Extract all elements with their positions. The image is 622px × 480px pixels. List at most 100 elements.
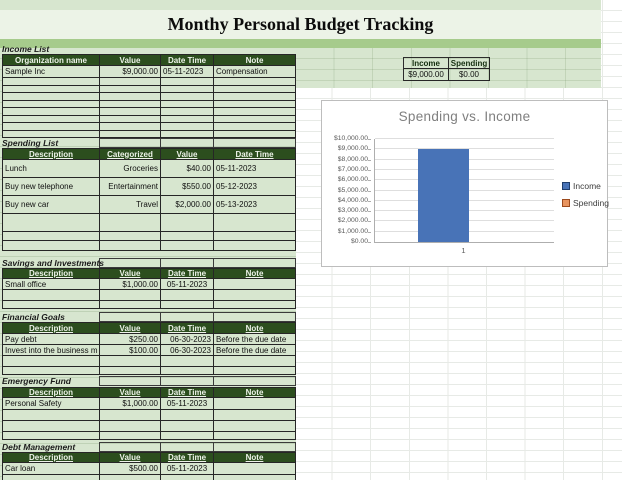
cell[interactable] [100, 290, 161, 301]
cell[interactable] [161, 130, 214, 138]
cell[interactable]: Lunch [3, 160, 100, 178]
cell[interactable] [3, 85, 100, 93]
spending-vs-income-chart[interactable]: Spending vs. Income $0.00 $1,000.00 $2,000… [321, 100, 609, 267]
cell[interactable] [214, 301, 296, 309]
cell[interactable]: 05-11-2023 [161, 279, 214, 290]
cell[interactable] [3, 367, 100, 375]
cell[interactable] [3, 356, 100, 367]
col-header[interactable]: Date Time [161, 323, 214, 334]
cell[interactable] [214, 241, 296, 251]
cell[interactable] [214, 421, 296, 432]
green-divider-band[interactable] [0, 39, 601, 48]
cell[interactable]: 06-30-2023 [161, 334, 214, 345]
col-header[interactable]: Note [214, 55, 296, 66]
cell[interactable] [3, 290, 100, 301]
cell[interactable] [214, 367, 296, 375]
cell[interactable] [214, 214, 296, 232]
cell[interactable] [100, 139, 161, 148]
cell[interactable] [3, 232, 100, 241]
income-bar[interactable] [418, 149, 469, 242]
col-header[interactable]: Description [3, 388, 100, 398]
section-label-savings[interactable]: Savings and Investments [2, 258, 105, 268]
cell[interactable] [214, 398, 296, 410]
summary-value[interactable]: $0.00 [449, 69, 490, 81]
cell[interactable] [161, 377, 214, 386]
cell[interactable] [3, 93, 100, 101]
cell[interactable] [100, 410, 161, 421]
cell[interactable] [100, 301, 161, 309]
cell[interactable]: $2,000.00 [161, 196, 214, 214]
cell[interactable]: Small office [3, 279, 100, 290]
cell[interactable]: Personal Safety [3, 398, 100, 410]
cell[interactable] [161, 123, 214, 131]
cell[interactable] [3, 410, 100, 421]
cell[interactable] [214, 463, 296, 475]
cell[interactable]: Car loan [3, 463, 100, 475]
col-header[interactable]: Categorized [100, 149, 161, 160]
cell[interactable]: $9,000.00 [100, 66, 161, 78]
cell[interactable] [100, 259, 161, 268]
cell[interactable] [214, 443, 296, 452]
cell[interactable]: 05-11-2023 [214, 160, 296, 178]
cell[interactable] [100, 313, 161, 322]
cell[interactable] [214, 93, 296, 101]
cell[interactable]: Buy new car [3, 196, 100, 214]
cell[interactable]: $550.00 [161, 178, 214, 196]
cell[interactable]: Pay debt [3, 334, 100, 345]
cell[interactable] [100, 241, 161, 251]
cell[interactable] [3, 115, 100, 123]
cell[interactable] [100, 123, 161, 131]
cell[interactable]: Travel [100, 196, 161, 214]
cell[interactable] [3, 100, 100, 108]
cell[interactable]: 05-11-2023 [161, 66, 214, 78]
col-header[interactable]: Description [3, 149, 100, 160]
cell[interactable] [3, 301, 100, 309]
summary-value[interactable]: $9,000.00 [404, 69, 449, 81]
cell[interactable] [161, 443, 214, 452]
cell[interactable] [214, 100, 296, 108]
cell[interactable] [100, 108, 161, 116]
section-label-income[interactable]: Income List [2, 44, 50, 54]
cell[interactable] [214, 432, 296, 440]
col-header[interactable]: Value [161, 149, 214, 160]
cell[interactable] [214, 356, 296, 367]
cell[interactable] [214, 232, 296, 241]
col-header[interactable]: Value [100, 55, 161, 66]
cell[interactable]: Compensation [214, 66, 296, 78]
cell[interactable] [3, 475, 100, 480]
cell[interactable]: 06-30-2023 [161, 345, 214, 356]
cell[interactable] [214, 290, 296, 301]
cell[interactable]: Invest into the business m [3, 345, 100, 356]
cell[interactable] [161, 421, 214, 432]
cell[interactable] [161, 78, 214, 86]
cell[interactable] [3, 241, 100, 251]
cell[interactable] [214, 115, 296, 123]
col-header[interactable]: Description [3, 453, 100, 463]
cell[interactable] [100, 85, 161, 93]
cell[interactable] [161, 214, 214, 232]
cell[interactable] [100, 93, 161, 101]
cell[interactable] [214, 85, 296, 93]
col-header[interactable]: Value [100, 323, 161, 334]
cell[interactable] [161, 301, 214, 309]
summary-header[interactable]: Income [404, 58, 449, 69]
cell[interactable] [214, 410, 296, 421]
cell[interactable] [161, 241, 214, 251]
col-header[interactable]: Note [214, 323, 296, 334]
cell[interactable]: 05-11-2023 [161, 463, 214, 475]
col-header[interactable]: Description [3, 269, 100, 279]
cell[interactable] [161, 290, 214, 301]
cell[interactable] [214, 377, 296, 386]
cell[interactable] [214, 139, 296, 148]
cell[interactable] [214, 313, 296, 322]
cell[interactable] [214, 259, 296, 268]
section-label-spending[interactable]: Spending List [2, 138, 59, 148]
cell[interactable] [161, 85, 214, 93]
cell[interactable]: Before the due date [214, 345, 296, 356]
cell[interactable] [161, 356, 214, 367]
cell[interactable] [100, 100, 161, 108]
cell[interactable] [100, 443, 161, 452]
cell[interactable] [161, 432, 214, 440]
cell[interactable] [161, 232, 214, 241]
cell[interactable]: Before the due date [214, 334, 296, 345]
